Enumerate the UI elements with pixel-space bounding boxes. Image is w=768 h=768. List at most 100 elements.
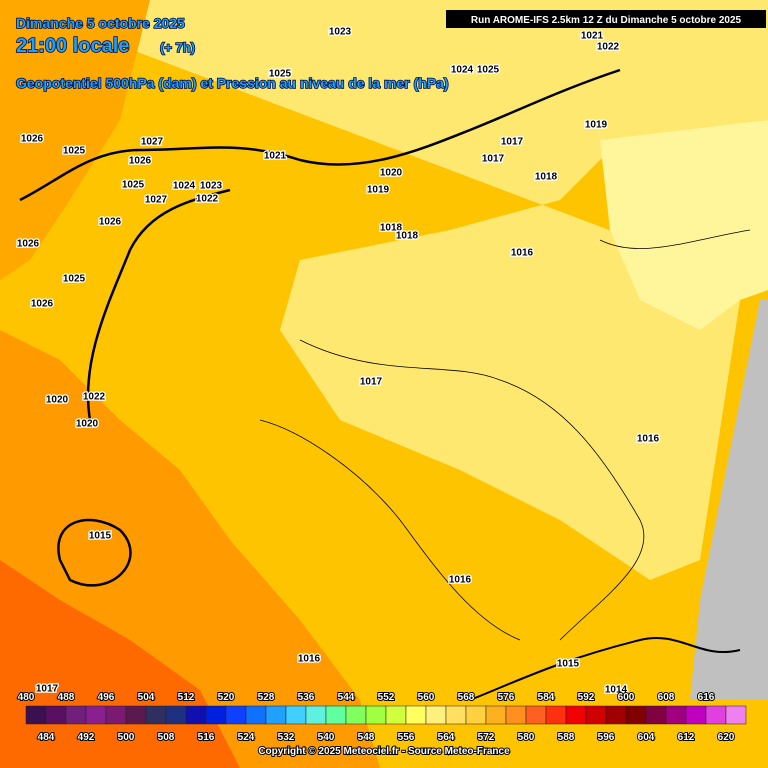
swatch-label: 616 — [698, 692, 715, 703]
swatch — [545, 705, 567, 725]
swatch-label: 592 — [578, 692, 595, 703]
swatch-label: 540 — [318, 732, 335, 743]
isobar-label: 1020 — [380, 168, 403, 179]
isobar-label: 1017 — [501, 137, 524, 148]
isobar-label: 1025 — [477, 65, 500, 76]
swatch-label: 492 — [78, 732, 95, 743]
swatch — [465, 705, 487, 725]
isobar-label: 1025 — [63, 274, 86, 285]
swatch-label: 584 — [538, 692, 555, 703]
no-data — [690, 300, 768, 700]
isobar-label: 1017 — [360, 377, 383, 388]
isobar-label: 1019 — [367, 185, 390, 196]
run-box — [446, 10, 766, 28]
isobar-label: 1018 — [535, 172, 558, 183]
isobar-label: 1022 — [597, 42, 620, 53]
swatch — [525, 705, 547, 725]
isobar-label: 1016 — [511, 248, 534, 259]
swatch-label: 524 — [238, 732, 255, 743]
swatch — [165, 705, 187, 725]
swatch — [605, 705, 627, 725]
isobar-label: 1017 — [482, 154, 505, 165]
swatch — [25, 705, 47, 725]
swatch-label: 600 — [618, 692, 635, 703]
swatch-label: 620 — [718, 732, 735, 743]
zone-pale — [600, 120, 768, 330]
swatch — [145, 705, 167, 725]
swatch-label: 568 — [458, 692, 475, 703]
offset: (+ 7h) — [160, 40, 195, 55]
isobar-label: 1024 — [173, 181, 196, 192]
isobar-label: 1018 — [396, 231, 419, 242]
swatch — [685, 705, 707, 725]
swatch-label: 564 — [438, 732, 455, 743]
swatch — [565, 705, 587, 725]
swatch — [625, 705, 647, 725]
isobar-label: 1023 — [200, 181, 223, 192]
isobar-label: 1024 — [451, 65, 474, 76]
swatch — [485, 705, 507, 725]
swatch-label: 544 — [338, 692, 355, 703]
swatch-label: 532 — [278, 732, 295, 743]
swatch-label: 604 — [638, 732, 655, 743]
isobar-label: 1021 — [264, 151, 287, 162]
swatch-label: 580 — [518, 732, 535, 743]
swatch — [45, 705, 67, 725]
isobar-label: 1025 — [63, 146, 86, 157]
colorbar: 480 484 488 492 496 500 504 508 512 516 520 524 528 5… — [17, 691, 747, 744]
swatch — [445, 705, 467, 725]
swatch-label: 504 — [138, 692, 155, 703]
swatch-label: 612 — [678, 732, 695, 743]
swatch — [365, 705, 387, 725]
swatch-label: 588 — [558, 732, 575, 743]
swatch-label: 572 — [478, 732, 495, 743]
swatch — [705, 705, 727, 725]
isobar-label: 1027 — [141, 137, 164, 148]
swatch — [585, 705, 607, 725]
swatch — [105, 705, 127, 725]
swatch — [245, 705, 267, 725]
swatch-label: 596 — [598, 732, 615, 743]
isobar-label: 1016 — [449, 575, 472, 586]
run-info: Run AROME-IFS 2.5km 12 Z du Dimanche 5 o… — [471, 15, 742, 26]
swatch — [425, 705, 447, 725]
swatch — [265, 705, 287, 725]
isobar-label: 1018 — [380, 223, 403, 234]
swatch — [285, 705, 307, 725]
swatch-label: 516 — [198, 732, 215, 743]
swatch-label: 528 — [258, 692, 275, 703]
swatch-label: 520 — [218, 692, 235, 703]
swatch — [725, 705, 747, 725]
isobar-label: 1022 — [83, 392, 106, 403]
isobar-label: 1023 — [329, 27, 352, 38]
isobar-label: 1026 — [21, 134, 44, 145]
swatch — [405, 705, 427, 725]
swatch-label: 536 — [298, 692, 315, 703]
swatch — [85, 705, 107, 725]
time: 21:00 locale — [16, 35, 129, 57]
subtitle: Geopotentiel 500hPa (dam) et Pression au… — [16, 75, 449, 91]
swatch-label: 484 — [38, 732, 55, 743]
isobar-label: 1019 — [585, 120, 608, 131]
isobar-label: 1020 — [46, 395, 69, 406]
swatch — [645, 705, 667, 725]
copyright: Copyright © 2025 Meteociel.fr - Source M… — [258, 746, 510, 757]
isobar-label: 1015 — [557, 659, 580, 670]
swatch — [665, 705, 687, 725]
isobar-label: 1026 — [129, 156, 152, 167]
isobar-label: 1027 — [145, 195, 168, 206]
isobar-label: 1017 — [36, 684, 59, 695]
contours — [19, 68, 751, 701]
zone-light — [0, 0, 768, 580]
swatch-label: 508 — [158, 732, 175, 743]
swatch — [185, 705, 207, 725]
swatch-label: 496 — [98, 692, 115, 703]
swatch — [125, 705, 147, 725]
swatch — [225, 705, 247, 725]
isobar-label: 1026 — [99, 217, 122, 228]
swatch-label: 488 — [58, 692, 75, 703]
isobar-label: 1016 — [637, 434, 660, 445]
swatch — [305, 705, 327, 725]
swatch-label: 548 — [358, 732, 375, 743]
